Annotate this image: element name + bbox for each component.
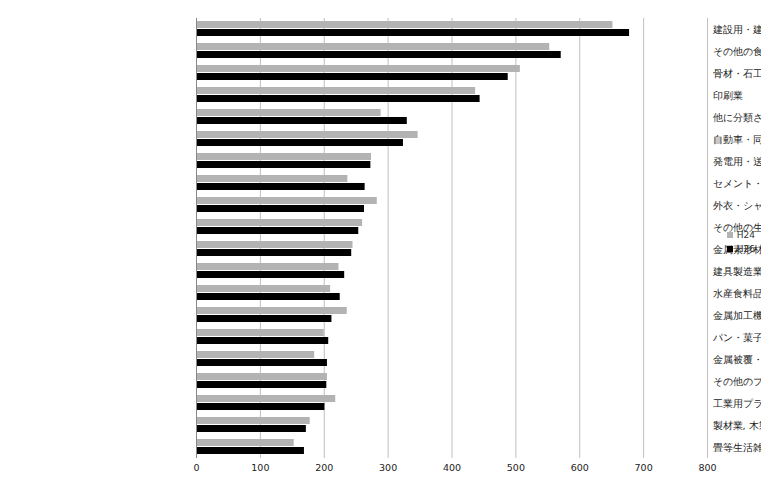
svg-text:金属素形材製品製造業: 金属素形材製品製造業 (713, 244, 761, 255)
svg-text:0: 0 (193, 462, 199, 473)
svg-text:500: 500 (507, 462, 525, 473)
svg-text:その他のプラスチック製品製造業: その他のプラスチック製品製造業 (713, 376, 761, 387)
svg-text:その他の食料品製造業: その他の食料品製造業 (713, 46, 761, 57)
svg-text:200: 200 (315, 462, 333, 473)
svg-text:600: 600 (571, 462, 589, 473)
svg-text:自動車・同附属品製造業: 自動車・同附属品製造業 (713, 134, 761, 145)
svg-text:建設用・建築用金属製品製造業: 建設用・建築用金属製品製造業 (712, 24, 761, 35)
svg-text:400: 400 (443, 462, 461, 473)
svg-text:セメント・同製品製造業: セメント・同製品製造業 (713, 178, 761, 189)
svg-text:他に分類されない製造業: 他に分類されない製造業 (713, 112, 761, 123)
svg-text:300: 300 (379, 462, 397, 473)
svg-text:外衣・シャツ製造業(和式を除く): 外衣・シャツ製造業(和式を除く) (713, 200, 761, 211)
svg-text:水産食料品製造業: 水産食料品製造業 (713, 288, 761, 299)
svg-text:700: 700 (635, 462, 653, 473)
svg-text:金属被覆・彫刻業, 熱処理業: 金属被覆・彫刻業, 熱処理業 (713, 354, 761, 365)
svg-text:建具製造業: 建具製造業 (712, 266, 761, 277)
svg-text:800: 800 (698, 462, 716, 473)
svg-text:工業用プラスチック製品製造業: 工業用プラスチック製品製造業 (713, 398, 761, 409)
svg-text:印刷業: 印刷業 (713, 90, 743, 101)
svg-text:金属加工機械製造業: 金属加工機械製造業 (713, 310, 761, 321)
svg-text:畳等生活雑貨製品製造業: 畳等生活雑貨製品製造業 (713, 442, 761, 453)
svg-text:100: 100 (251, 462, 269, 473)
svg-text:製材業, 木製品製造業: 製材業, 木製品製造業 (713, 420, 761, 431)
svg-text:パン・菓子製造業: パン・菓子製造業 (712, 332, 761, 343)
svg-text:発電用・送電用・配電用電気機械器具製造業: 発電用・送電用・配電用電気機械器具製造業 (713, 156, 761, 167)
svg-text:骨材・石工品等製造業: 骨材・石工品等製造業 (713, 68, 761, 79)
